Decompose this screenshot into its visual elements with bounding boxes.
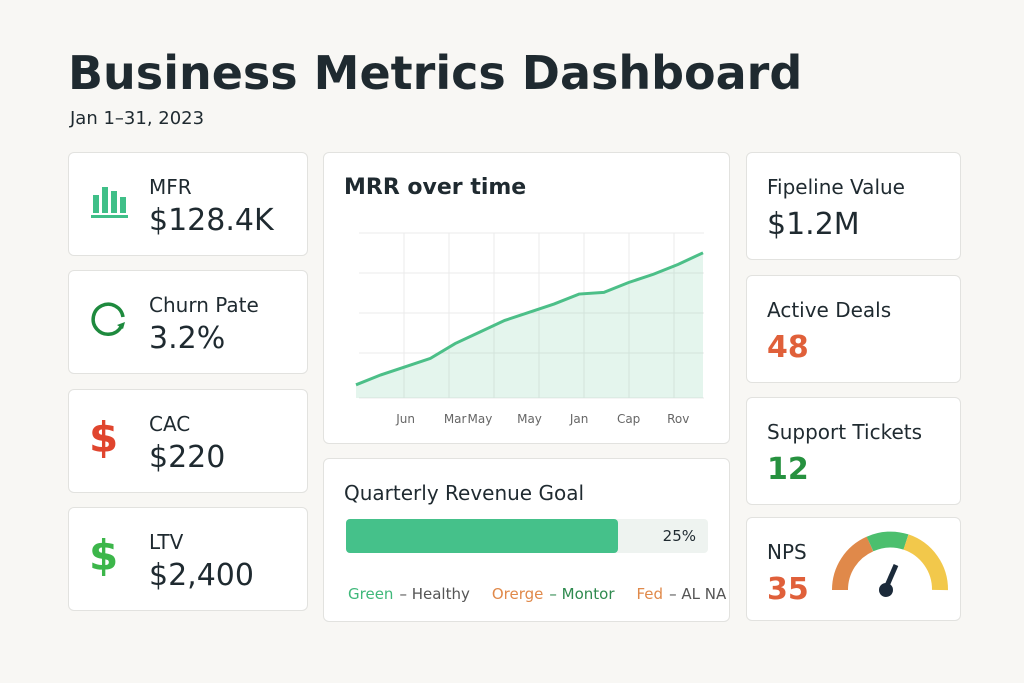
x-tick-label: May [517, 412, 542, 426]
metric-value: 12 [767, 452, 809, 487]
metric-card: Fipeline Value $1.2M [746, 152, 961, 260]
metric-card: Support Tickets 12 [746, 397, 961, 505]
legend-text: – Healthy [399, 585, 470, 603]
x-tick-label: Mar [444, 412, 467, 426]
progress-fill [346, 519, 618, 553]
metric-label: Churn Pate [149, 293, 259, 317]
metric-card: NPS 35 [746, 517, 961, 621]
area [356, 252, 703, 398]
metric-value: 3.2% [149, 321, 226, 356]
metric-card: $ LTV $2,400 [68, 507, 308, 611]
goal-card: Quarterly Revenue Goal 25% Green – Health… [323, 458, 730, 622]
metric-card: MFR $128.4K [68, 152, 308, 256]
metric-card: Churn Pate 3.2% [68, 270, 308, 374]
metric-value: 48 [767, 330, 809, 365]
title: Business Metrics Dashboard [68, 46, 803, 100]
date: Jan 1–31, 2023 [70, 108, 205, 129]
x-tick-label: Rov [667, 412, 689, 426]
metric-icon [89, 299, 129, 343]
goal-title: Quarterly Revenue Goal [344, 481, 585, 505]
metric-label: MFR [149, 175, 192, 199]
gauge [831, 531, 949, 597]
metric-value: $220 [149, 440, 226, 475]
metric-label: Active Deals [767, 298, 892, 322]
metric-value: 35 [767, 572, 809, 607]
metric-icon [89, 181, 129, 225]
legend-key: Orerge [491, 585, 544, 603]
mrr-card: MRR over time Jun Mar May May Jan Cap Rov [323, 152, 730, 444]
legend-key: Fed [636, 585, 664, 603]
x-tick-label: Cap [617, 412, 640, 426]
legend-key: Green [348, 585, 394, 603]
progress-label: 25% [662, 527, 696, 545]
legend-text: – AL NA [669, 585, 727, 603]
metric-value: $1.2M [767, 207, 860, 242]
metric-label: NPS [767, 540, 807, 564]
progress-track: 25% [346, 519, 708, 553]
metric-card: $ CAC $220 [68, 389, 308, 493]
legend-text: – Montor [549, 585, 615, 603]
metric-icon: $ [89, 531, 119, 580]
metric-label: CAC [149, 412, 191, 436]
metric-label: Fipeline Value [767, 175, 905, 199]
metric-card: Active Deals 48 [746, 275, 961, 383]
metric-icon: $ [89, 413, 119, 462]
chart: Jun Mar May May Jan Cap Rov [355, 232, 704, 426]
metric-value: $128.4K [149, 203, 274, 238]
metric-label: LTV [149, 530, 184, 554]
x-tick-label: Jan [569, 412, 589, 426]
metric-value: $2,400 [149, 558, 254, 593]
line [355, 251, 704, 387]
grid [359, 232, 704, 399]
x-tick-label: May [468, 412, 493, 426]
x-tick-label: Jun [395, 412, 415, 426]
legend: Green – Healthy Orerge – Montor Fed – AL NA [348, 585, 726, 603]
chart-title: MRR over time [344, 175, 527, 200]
metric-label: Support Tickets [767, 420, 923, 444]
